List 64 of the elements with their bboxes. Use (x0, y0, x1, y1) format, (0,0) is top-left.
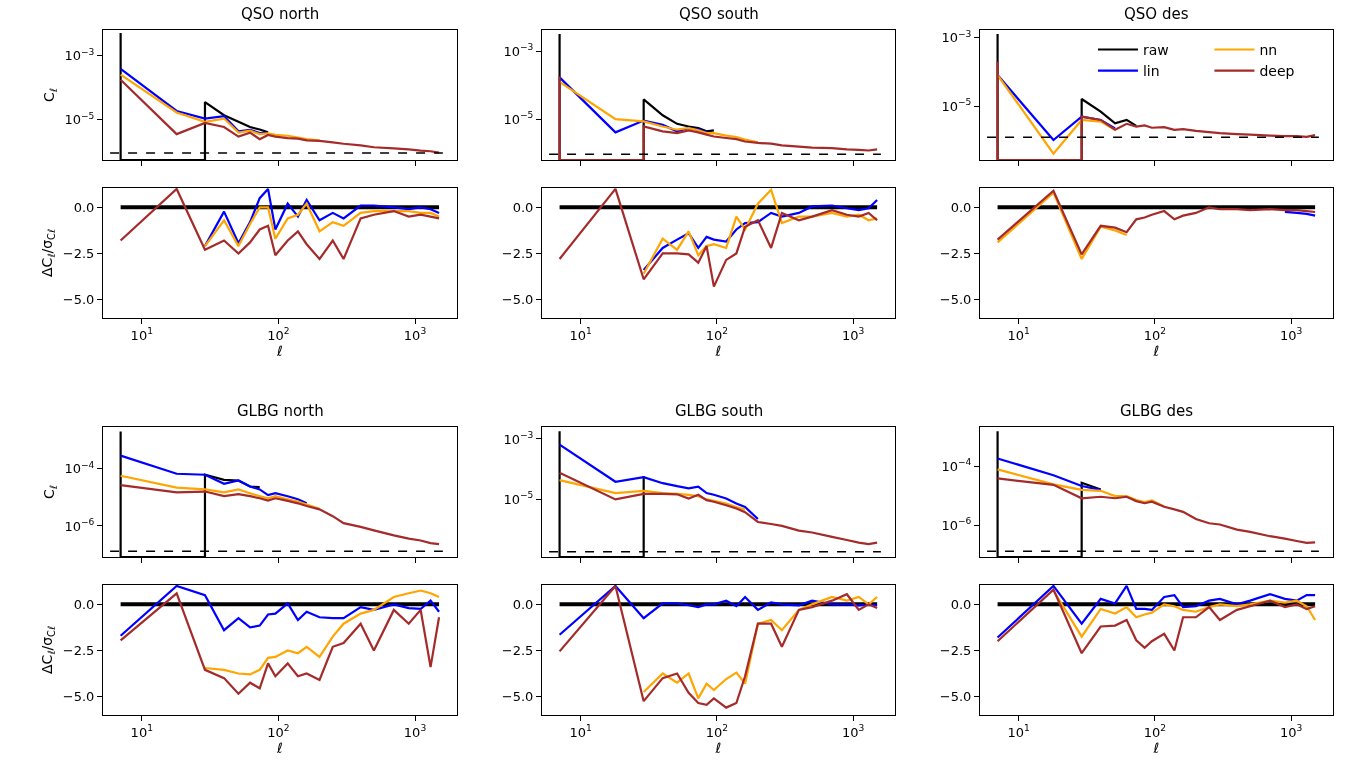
y-tick-label: 0.0 (950, 199, 972, 215)
x-tick-label: 10$^{2}$ (267, 723, 290, 740)
chart-title: QSO des (1124, 5, 1189, 23)
chart-title: GLBG des (1120, 402, 1194, 420)
x-axis-title: ℓ (1152, 342, 1160, 359)
x-axis-title: ℓ (714, 739, 722, 756)
x-tick-label: 10$^{1}$ (1007, 326, 1030, 343)
legend-label: lin (1142, 63, 1160, 80)
x-tick-label: 10$^{3}$ (403, 326, 427, 343)
x-tick-label: 10$^{2}$ (1143, 326, 1167, 343)
x-tick-label: 10$^{2}$ (267, 326, 290, 343)
legend-label: nn (1259, 41, 1278, 58)
y-tick-label: 0.0 (512, 199, 534, 215)
y-tick-label: −5.0 (62, 292, 95, 308)
y-tick-label: 10$^{−5}$ (503, 110, 534, 127)
y-tick-label: −2.5 (939, 246, 972, 262)
y-tick-label: 10$^{−4}$ (941, 457, 972, 474)
y-tick-label: −5.0 (939, 689, 972, 705)
y-tick-label: 10$^{−6}$ (64, 517, 95, 534)
x-tick-label: 10$^{3}$ (1279, 326, 1303, 343)
y-tick-label: 10$^{−4}$ (64, 459, 95, 477)
x-tick-label: 10$^{3}$ (841, 326, 865, 343)
y-tick-label: 10$^{−5}$ (941, 97, 972, 114)
x-tick-label: 10$^{2}$ (1143, 723, 1167, 740)
y-tick-label: 10$^{−3}$ (64, 46, 95, 64)
y-tick-label: 0.0 (73, 596, 95, 612)
x-axis-title: ℓ (276, 739, 283, 756)
chart-title: GLBG south (675, 402, 764, 420)
y-tick-label: 10$^{−5}$ (503, 490, 534, 507)
y-tick-label: −2.5 (501, 643, 534, 659)
y-tick-label: −5.0 (501, 292, 534, 308)
y-tick-label: −2.5 (62, 246, 95, 262)
y-tick-label: −2.5 (501, 246, 534, 262)
x-axis-title: ℓ (1152, 739, 1160, 756)
x-tick-label: 10$^{3}$ (403, 723, 427, 740)
legend-label: raw (1142, 41, 1169, 58)
x-tick-label: 10$^{1}$ (1007, 723, 1030, 740)
y-tick-label: −5.0 (501, 689, 534, 705)
x-tick-label: 10$^{3}$ (1279, 723, 1303, 740)
y-tick-label: 0.0 (73, 199, 95, 215)
y-tick-label: 0.0 (950, 596, 972, 612)
y-tick-label: 10$^{−3}$ (503, 42, 534, 59)
legend-label: deep (1259, 63, 1295, 80)
chart-title: GLBG north (237, 402, 324, 420)
y-tick-label: 10$^{−3}$ (503, 430, 534, 447)
x-tick-label: 10$^{1}$ (569, 723, 592, 740)
y-tick-label: −2.5 (62, 643, 95, 659)
chart-title: QSO south (679, 5, 759, 23)
x-axis-title: ℓ (276, 342, 283, 359)
y-tick-label: −5.0 (62, 689, 95, 705)
y-tick-label: 0.0 (512, 596, 534, 612)
y-tick-label: 10$^{−3}$ (941, 28, 972, 46)
y-tick-label: −2.5 (939, 643, 972, 659)
x-axis-title: ℓ (714, 342, 722, 359)
y-tick-label: 10$^{−6}$ (941, 516, 972, 533)
y-tick-label: 10$^{−5}$ (64, 110, 95, 128)
chart-title: QSO north (241, 5, 320, 23)
x-tick-label: 10$^{1}$ (569, 326, 592, 343)
x-tick-label: 10$^{1}$ (130, 326, 153, 343)
x-tick-label: 10$^{1}$ (130, 723, 153, 740)
y-tick-label: −5.0 (939, 292, 972, 308)
x-tick-label: 10$^{2}$ (705, 326, 729, 343)
x-tick-label: 10$^{3}$ (841, 723, 865, 740)
x-tick-label: 10$^{2}$ (705, 723, 729, 740)
